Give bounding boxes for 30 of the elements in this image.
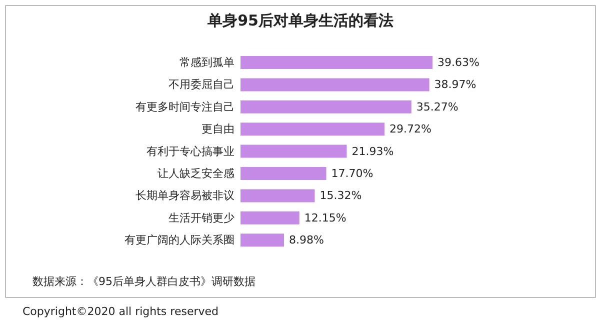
bar: [240, 144, 347, 158]
bar: [240, 211, 300, 224]
text: Copyright©2020 all rights reserved: [22, 305, 218, 318]
chart-title: 单身95后对单身生活的看法: [206, 12, 394, 30]
y-tick-label: 不用委屈自己: [168, 78, 234, 92]
y-tick-label: 有更多时间专注自己: [136, 100, 234, 114]
data-label: 12.15%: [304, 211, 346, 224]
bar: [240, 189, 315, 202]
bar: [240, 234, 284, 247]
data-label: 38.97%: [434, 78, 476, 92]
y-tick-label: 有更广阔的人际关系圈: [124, 234, 234, 247]
source-note: 数据来源：《95后单身人群白皮书》调研数据: [32, 275, 256, 288]
y-tick-label: 更自由: [202, 122, 234, 136]
data-label: 21.93%: [352, 144, 394, 158]
data-label: 39.63%: [438, 56, 480, 69]
y-tick-label: 生活开销更少: [168, 211, 234, 224]
bar: [240, 78, 430, 92]
data-label: 15.32%: [320, 189, 362, 202]
bar: [240, 167, 326, 180]
y-tick-label: 让人缺乏安全感: [158, 167, 234, 180]
y-tick-label: 有利于专心搞事业: [146, 144, 234, 158]
bar: [240, 56, 432, 69]
data-label: 8.98%: [289, 234, 324, 247]
y-tick-label: 常感到孤单: [180, 56, 234, 69]
data-label: 35.27%: [416, 100, 458, 114]
data-label: 17.70%: [331, 167, 374, 180]
data-label: 29.72%: [389, 122, 432, 136]
y-tick-label: 长期单身容易被非议: [136, 189, 234, 202]
bar: [240, 100, 412, 114]
bar: [240, 122, 384, 136]
